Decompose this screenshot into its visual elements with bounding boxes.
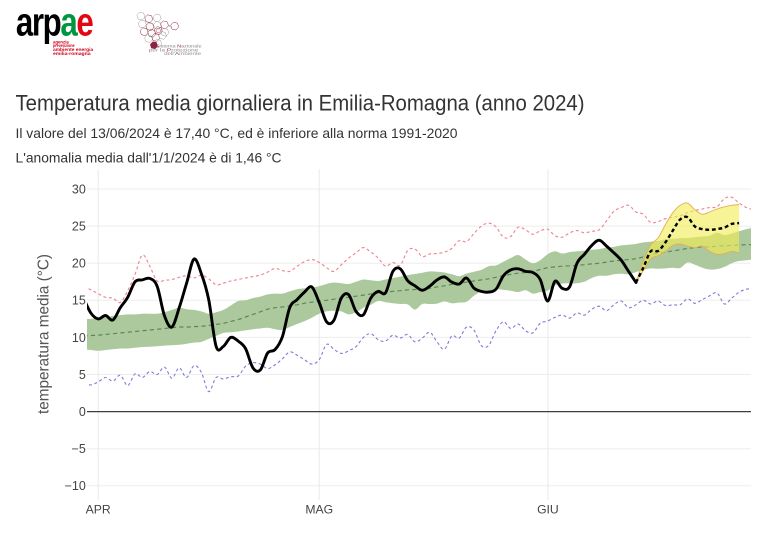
svg-text:0: 0 xyxy=(79,405,86,419)
svg-text:dell’Ambiente: dell’Ambiente xyxy=(164,51,202,56)
svg-text:−10: −10 xyxy=(65,479,86,493)
svg-text:25: 25 xyxy=(72,220,86,234)
svg-text:L'anomalia media dall'1/1/2024: L'anomalia media dall'1/1/2024 è di 1,46… xyxy=(16,150,282,166)
svg-text:−5: −5 xyxy=(72,442,86,456)
svg-text:GIU: GIU xyxy=(537,503,559,517)
svg-text:Temperatura media giornaliera: Temperatura media giornaliera in Emilia-… xyxy=(16,90,585,115)
svg-text:15: 15 xyxy=(72,294,86,308)
svg-text:20: 20 xyxy=(72,257,86,271)
svg-text:arpae: arpae xyxy=(16,0,93,44)
svg-text:10: 10 xyxy=(72,331,86,345)
svg-text:emilia-romagna: emilia-romagna xyxy=(53,51,91,56)
svg-text:APR: APR xyxy=(86,503,111,517)
svg-text:MAG: MAG xyxy=(305,503,333,517)
svg-text:Il valore del 13/06/2024 è 17,: Il valore del 13/06/2024 è 17,40 °C, ed … xyxy=(16,125,458,141)
svg-text:5: 5 xyxy=(79,368,86,382)
svg-text:temperatura media (°C): temperatura media (°C) xyxy=(35,254,52,414)
svg-text:30: 30 xyxy=(72,182,86,196)
